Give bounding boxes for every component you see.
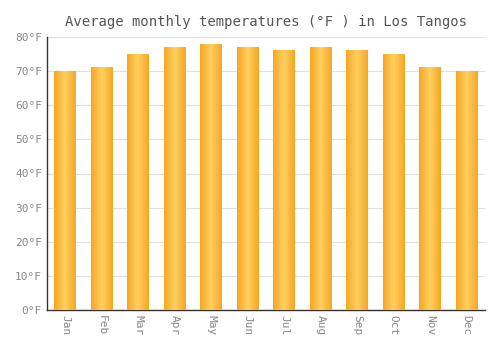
Title: Average monthly temperatures (°F ) in Los Tangos: Average monthly temperatures (°F ) in Lo… — [65, 15, 467, 29]
